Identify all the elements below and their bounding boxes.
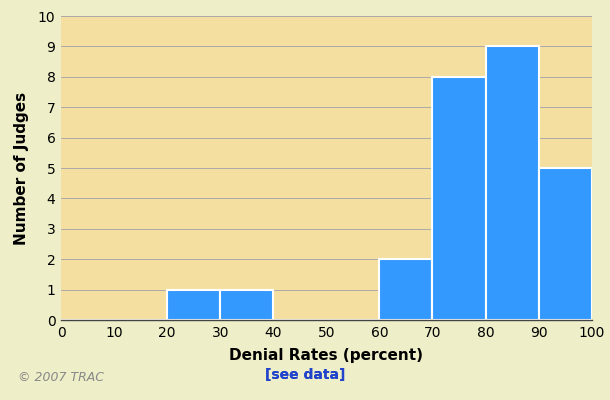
Text: [see data]: [see data] <box>265 368 345 382</box>
Bar <box>486 46 539 320</box>
Text: © 2007 TRAC: © 2007 TRAC <box>18 371 104 384</box>
X-axis label: Denial Rates (percent): Denial Rates (percent) <box>229 348 423 363</box>
Bar <box>539 168 592 320</box>
Bar <box>167 290 220 320</box>
Bar <box>379 259 432 320</box>
Y-axis label: Number of Judges: Number of Judges <box>15 92 29 244</box>
Bar <box>432 77 486 320</box>
Text: [see data]: [see data] <box>265 368 345 382</box>
Bar <box>220 290 273 320</box>
